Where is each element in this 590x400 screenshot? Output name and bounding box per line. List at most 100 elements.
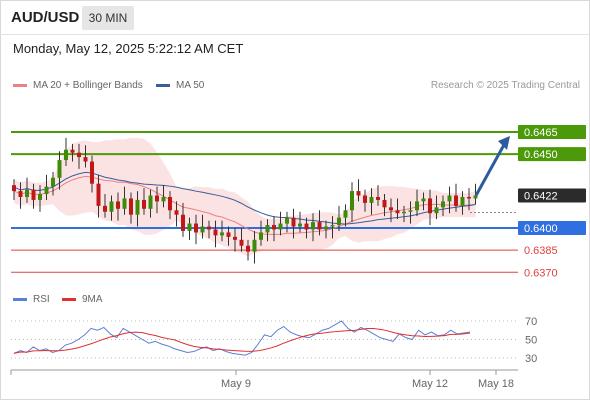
candle-body — [103, 205, 107, 212]
copyright-text: Research © 2025 Trading Central — [430, 80, 580, 91]
level-label-0.6400: 0.6400 — [524, 223, 558, 235]
candle-body — [421, 198, 426, 202]
candle-body — [285, 217, 289, 224]
forecast-arrow — [474, 136, 510, 197]
level-lines — [11, 131, 518, 273]
candle-body — [350, 191, 354, 211]
timeframe-badge[interactable]: 30 MIN — [82, 6, 134, 30]
rsi-tick-50: 50 — [525, 335, 537, 347]
rsi-swatch — [13, 298, 27, 301]
candle-body — [31, 189, 36, 200]
candle-body — [142, 199, 146, 209]
candle-body — [155, 195, 159, 202]
candle-body — [447, 195, 452, 202]
candle-body — [51, 177, 55, 187]
level-labels: 0.6465 0.6450 0.6422 0.6400 0.6385 0.6370 — [518, 125, 586, 279]
chart-datetime: Monday, May 12, 2025 5:22:12 AM CET — [13, 41, 244, 56]
legend-ma20: MA 20 + Bollinger Bands — [13, 80, 143, 91]
candle-body — [395, 210, 400, 214]
candle-body — [161, 196, 166, 202]
candle-body — [129, 198, 133, 215]
candle-body — [187, 223, 192, 231]
candle-body — [428, 198, 432, 214]
candle-body — [77, 152, 81, 158]
candle-body — [337, 217, 341, 226]
candle-body — [382, 199, 387, 208]
forecast-arrow-shaft — [474, 142, 507, 197]
candle-body — [194, 223, 198, 233]
symbol-title: AUD/USD — [11, 9, 80, 26]
candle-body — [174, 210, 179, 215]
candle-body — [25, 189, 29, 197]
candle-body — [18, 191, 23, 197]
candle-body — [402, 211, 406, 214]
level-label-0.6450: 0.6450 — [524, 149, 558, 161]
level-label-0.6422: 0.6422 — [524, 191, 558, 203]
candle-body — [200, 226, 205, 233]
level-tag-0.6450 — [518, 147, 586, 162]
level-tag-0.6400 — [518, 221, 586, 235]
level-label-0.6385: 0.6385 — [524, 245, 558, 257]
x-axis: May 9 May 12 May 18 — [10, 369, 518, 390]
candle-body — [233, 236, 237, 240]
candle-body — [298, 223, 302, 227]
candle-body — [239, 239, 244, 246]
legend-ma50: MA 50 — [156, 80, 204, 91]
candle-body — [220, 232, 224, 236]
candle-body — [467, 196, 471, 199]
rsi-9ma-line — [13, 328, 471, 354]
ma20-swatch — [13, 84, 27, 87]
level-label-0.6370: 0.6370 — [524, 267, 558, 279]
rsi-tick-30: 30 — [525, 353, 537, 365]
candle-body — [12, 185, 16, 192]
candle-body — [278, 223, 283, 230]
candle-body — [434, 207, 439, 214]
bollinger-fill — [14, 137, 476, 257]
candle-body — [57, 160, 62, 178]
candle-body — [122, 198, 127, 209]
x-tick-May-9: May 9 — [221, 378, 251, 390]
legend-9ma: 9MA — [62, 294, 103, 305]
candle-body — [246, 245, 250, 252]
candle-body — [181, 214, 185, 231]
x-tick-May-18: May 18 — [478, 378, 514, 390]
legend-rsi: RSI — [13, 294, 50, 305]
level-label-0.6465: 0.6465 — [524, 127, 558, 139]
candle-body — [226, 232, 231, 237]
candle-body — [168, 196, 172, 211]
candle-body — [109, 201, 114, 212]
candle-body — [70, 149, 75, 153]
candle-body — [473, 195, 478, 199]
candle-body — [252, 239, 257, 252]
candle-body — [265, 225, 270, 233]
level-tag-0.6422 — [518, 188, 586, 203]
level-tag-0.6465 — [518, 125, 586, 139]
candles — [12, 137, 478, 264]
candle-body — [330, 225, 335, 227]
header-divider — [0, 34, 590, 35]
candle-body — [64, 149, 68, 161]
candle-body — [356, 191, 361, 196]
candle-body — [38, 194, 42, 200]
ma50-label: MA 50 — [176, 80, 205, 91]
candle-body — [454, 195, 458, 206]
candle-body — [317, 222, 322, 230]
candle-body — [363, 195, 367, 203]
candle-body — [207, 226, 211, 230]
candle-body — [460, 196, 465, 206]
candle-body — [291, 217, 296, 227]
rsi-tick-70: 70 — [525, 316, 537, 328]
chart-header: AUD/USD 30 MIN — [0, 0, 590, 34]
candle-body — [90, 161, 94, 184]
rsi-panel: 70 50 30 — [11, 316, 537, 365]
candle-body — [376, 196, 380, 200]
x-tick-May-12: May 12 — [412, 378, 448, 390]
candle-body — [324, 226, 328, 230]
forecast-arrow-head — [498, 136, 510, 150]
candle-body — [96, 183, 101, 206]
candle-body — [272, 225, 276, 230]
candle-body — [369, 196, 374, 203]
candle-body — [408, 210, 413, 212]
candle-body — [83, 157, 88, 162]
bollinger-band — [14, 137, 476, 257]
